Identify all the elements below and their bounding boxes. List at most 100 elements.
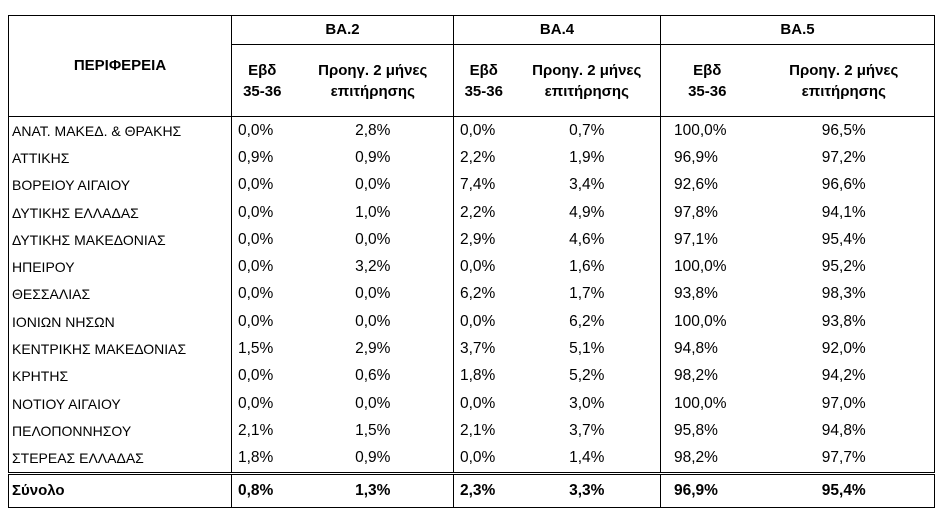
value-cell: 100,0%: [674, 394, 727, 412]
value-cell: 6,2%: [513, 308, 661, 336]
value-cell: 0,0%: [238, 121, 274, 139]
table-row: ΣΤΕΡΕΑΣ ΕΛΛΑΔΑΣ 1,8% 0,9% 0,0% 1,4% 98,2…: [8, 444, 935, 474]
total-label: Σύνολο: [8, 471, 232, 508]
value-cell: 100,0%: [674, 258, 727, 276]
table-row: ΚΕΝΤΡΙΚΗΣ ΜΑΚΕΔΟΝΙΑΣ 1,5% 2,9% 3,7% 5,1%…: [8, 335, 935, 363]
subheader-week: Εβδ 35-36: [453, 44, 514, 117]
value-cell: 0,0%: [238, 258, 274, 276]
value-cell: 5,2%: [513, 362, 661, 390]
region-cell: ΝΟΤΙΟΥ ΑΙΓΑΙΟΥ: [8, 389, 232, 418]
value-cell: 0,0%: [238, 312, 274, 330]
value-cell: 95,4%: [753, 226, 935, 254]
value-cell: 97,2%: [753, 144, 935, 172]
value-cell: 0,0%: [292, 226, 454, 254]
region-column-header: ΠΕΡΙΦΕΡΕΙΑ: [8, 15, 232, 117]
region-cell: ΒΟΡΕΙΟΥ ΑΙΓΑΙΟΥ: [8, 171, 232, 199]
value-cell: 94,8%: [753, 417, 935, 445]
region-cell: ΣΤΕΡΕΑΣ ΕΛΛΑΔΑΣ: [8, 444, 232, 474]
value-cell: 3,7%: [460, 340, 496, 358]
value-cell: 2,9%: [292, 335, 454, 363]
value-cell: 0,9%: [292, 444, 454, 474]
table-row: ΒΟΡΕΙΟΥ ΑΙΓΑΙΟΥ 0,0% 0,0% 7,4% 3,4% 92,6…: [8, 171, 935, 199]
region-cell: ΠΕΛΟΠΟΝΝΗΣΟΥ: [8, 417, 232, 445]
value-cell: 0,0%: [292, 389, 454, 418]
value-cell: 1,8%: [460, 367, 496, 385]
value-cell: 94,2%: [753, 362, 935, 390]
value-cell: 0,0%: [460, 312, 496, 330]
value-cell: 0,0%: [292, 308, 454, 336]
value-cell: 0,9%: [292, 144, 454, 172]
total-value-cell: 2,3%: [453, 471, 514, 508]
value-cell: 0,0%: [460, 258, 496, 276]
value-cell: 97,1%: [674, 230, 718, 248]
value-cell: 96,6%: [753, 171, 935, 199]
group-header-ba2: ΒΑ.2: [231, 15, 454, 45]
group-header-ba5: ΒΑ.5: [660, 15, 935, 45]
table-row: ΔΥΤΙΚΗΣ ΕΛΛΑΔΑΣ 0,0% 1,0% 2,2% 4,9% 97,8…: [8, 198, 935, 227]
value-cell: 3,7%: [513, 417, 661, 445]
value-cell: 6,2%: [460, 285, 496, 303]
group-header-ba4: ΒΑ.4: [453, 15, 661, 45]
region-cell: ΘΕΣΣΑΛΙΑΣ: [8, 280, 232, 309]
value-cell: 94,1%: [753, 198, 935, 227]
value-cell: 0,0%: [460, 394, 496, 412]
table-row: ΗΠΕΙΡΟΥ 0,0% 3,2% 0,0% 1,6% 100,0% 95,2%: [8, 253, 935, 281]
value-cell: 95,2%: [753, 253, 935, 281]
value-cell: 1,7%: [513, 280, 661, 309]
value-cell: 3,2%: [292, 253, 454, 281]
value-cell: 3,0%: [513, 389, 661, 418]
value-cell: 100,0%: [674, 121, 727, 139]
variants-table: ΠΕΡΙΦΕΡΕΙΑ ΒΑ.2 ΒΑ.4 ΒΑ.5 Εβδ 35-36 Προηγ…: [8, 15, 935, 508]
value-cell: 97,0%: [753, 389, 935, 418]
value-cell: 92,6%: [674, 176, 718, 194]
value-cell: 96,5%: [753, 116, 935, 145]
table-row: ΘΕΣΣΑΛΙΑΣ 0,0% 0,0% 6,2% 1,7% 93,8% 98,3…: [8, 280, 935, 309]
region-cell: ΑΤΤΙΚΗΣ: [8, 144, 232, 172]
value-cell: 0,0%: [238, 176, 274, 194]
value-cell: 3,4%: [513, 171, 661, 199]
value-cell: 7,4%: [460, 176, 496, 194]
total-value-cell: 1,3%: [292, 471, 454, 508]
value-cell: 98,2%: [674, 367, 718, 385]
value-cell: 0,0%: [238, 285, 274, 303]
value-cell: 98,2%: [674, 449, 718, 467]
value-cell: 95,8%: [674, 421, 718, 439]
value-cell: 1,9%: [513, 144, 661, 172]
value-cell: 97,8%: [674, 203, 718, 221]
subheader-prev-months: Προηγ. 2 μήνες επιτήρησης: [292, 44, 454, 117]
value-cell: 1,6%: [513, 253, 661, 281]
value-cell: 0,0%: [238, 367, 274, 385]
subheader-prev-months: Προηγ. 2 μήνες επιτήρησης: [753, 44, 935, 117]
table-row: ΑΤΤΙΚΗΣ 0,9% 0,9% 2,2% 1,9% 96,9% 97,2%: [8, 144, 935, 172]
value-cell: 0,0%: [238, 394, 274, 412]
value-cell: 0,7%: [513, 116, 661, 145]
subheader-week: Εβδ 35-36: [231, 44, 293, 117]
value-cell: 4,6%: [513, 226, 661, 254]
subheader-week: Εβδ 35-36: [660, 44, 754, 117]
total-value-cell: 3,3%: [513, 471, 661, 508]
value-cell: 5,1%: [513, 335, 661, 363]
value-cell: 2,9%: [460, 230, 496, 248]
region-cell: ΚΕΝΤΡΙΚΗΣ ΜΑΚΕΔΟΝΙΑΣ: [8, 335, 232, 363]
value-cell: 0,0%: [460, 121, 496, 139]
value-cell: 97,7%: [753, 444, 935, 474]
table-row: ΚΡΗΤΗΣ 0,0% 0,6% 1,8% 5,2% 98,2% 94,2%: [8, 362, 935, 390]
value-cell: 1,4%: [513, 444, 661, 474]
value-cell: 0,6%: [292, 362, 454, 390]
table-row: ΝΟΤΙΟΥ ΑΙΓΑΙΟΥ 0,0% 0,0% 0,0% 3,0% 100,0…: [8, 389, 935, 418]
value-cell: 100,0%: [674, 312, 727, 330]
region-cell: ΗΠΕΙΡΟΥ: [8, 253, 232, 281]
value-cell: 93,8%: [753, 308, 935, 336]
value-cell: 92,0%: [753, 335, 935, 363]
total-value-cell: 95,4%: [753, 471, 935, 508]
value-cell: 93,8%: [674, 285, 718, 303]
value-cell: 1,0%: [292, 198, 454, 227]
value-cell: 2,2%: [460, 203, 496, 221]
value-cell: 1,8%: [238, 449, 274, 467]
region-cell: ΔΥΤΙΚΗΣ ΕΛΛΑΔΑΣ: [8, 198, 232, 227]
value-cell: 2,1%: [460, 421, 496, 439]
value-cell: 2,1%: [238, 421, 274, 439]
region-cell: ΚΡΗΤΗΣ: [8, 362, 232, 390]
table-row: ΑΝΑΤ. ΜΑΚΕΔ. & ΘΡΑΚΗΣ 0,0% 2,8% 0,0% 0,7…: [8, 116, 935, 145]
value-cell: 2,8%: [292, 116, 454, 145]
